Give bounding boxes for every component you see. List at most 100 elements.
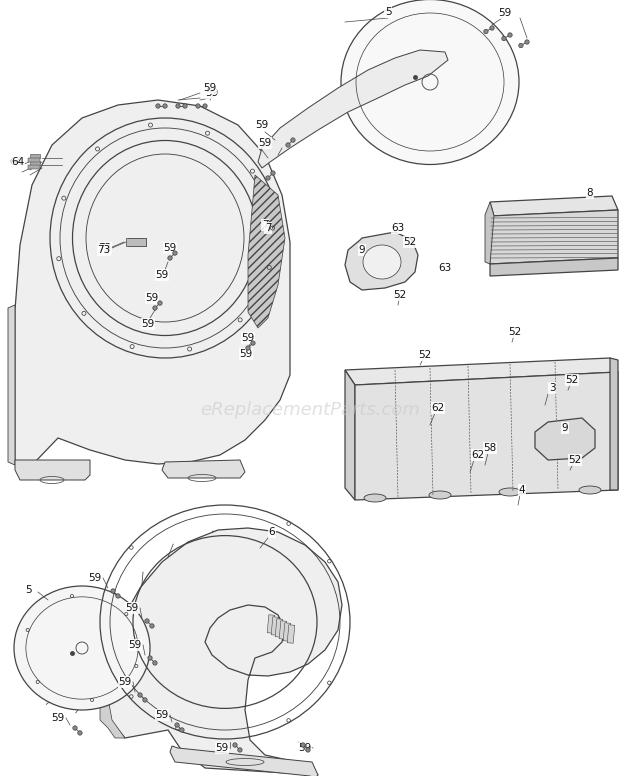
Ellipse shape <box>14 586 150 710</box>
Circle shape <box>232 743 237 747</box>
Text: 62: 62 <box>471 450 485 460</box>
Text: 59: 59 <box>128 640 141 650</box>
Polygon shape <box>108 528 342 775</box>
Text: 59: 59 <box>241 333 255 343</box>
Text: 52: 52 <box>569 455 582 465</box>
Ellipse shape <box>499 488 521 496</box>
Polygon shape <box>170 746 318 776</box>
Polygon shape <box>15 460 90 480</box>
Text: 52: 52 <box>565 375 578 385</box>
Ellipse shape <box>341 0 519 165</box>
Circle shape <box>168 256 172 260</box>
Polygon shape <box>162 460 245 478</box>
Bar <box>283 623 291 641</box>
Text: 73: 73 <box>97 245 110 255</box>
Text: 59: 59 <box>164 243 177 253</box>
Circle shape <box>246 346 250 350</box>
Text: 59: 59 <box>498 8 511 18</box>
Text: 59: 59 <box>298 743 312 753</box>
Text: 59: 59 <box>118 677 131 687</box>
Circle shape <box>111 589 115 593</box>
Circle shape <box>157 301 162 305</box>
Text: 59: 59 <box>239 349 252 359</box>
Circle shape <box>153 660 157 665</box>
Text: 5: 5 <box>25 585 32 595</box>
Polygon shape <box>490 210 618 264</box>
Bar <box>30 154 40 158</box>
Text: 64: 64 <box>9 157 22 167</box>
Text: 63: 63 <box>391 223 405 233</box>
Text: 59: 59 <box>203 83 216 93</box>
Text: 59: 59 <box>205 88 219 98</box>
Text: 7: 7 <box>262 220 268 230</box>
Circle shape <box>183 104 187 108</box>
Polygon shape <box>248 175 285 328</box>
Text: 59: 59 <box>255 120 268 130</box>
Circle shape <box>490 26 494 30</box>
Bar <box>28 165 40 169</box>
Circle shape <box>286 143 290 147</box>
Circle shape <box>148 656 152 660</box>
Text: 9: 9 <box>359 245 365 255</box>
Circle shape <box>271 171 275 175</box>
Text: 59: 59 <box>259 138 272 148</box>
Polygon shape <box>345 358 618 385</box>
Text: 59: 59 <box>89 573 102 583</box>
Bar <box>30 161 40 165</box>
Circle shape <box>306 748 310 752</box>
Text: 7: 7 <box>265 223 272 233</box>
Circle shape <box>143 698 147 702</box>
Circle shape <box>203 104 207 108</box>
Circle shape <box>508 33 512 37</box>
Circle shape <box>519 43 523 47</box>
Circle shape <box>525 40 529 44</box>
Circle shape <box>176 104 180 108</box>
Circle shape <box>484 29 488 33</box>
Circle shape <box>180 728 184 732</box>
Bar <box>267 615 275 633</box>
Circle shape <box>502 36 506 40</box>
Circle shape <box>301 743 305 747</box>
Text: 73: 73 <box>99 243 112 253</box>
Bar <box>271 617 279 636</box>
Polygon shape <box>345 370 355 500</box>
Text: 52: 52 <box>393 290 407 300</box>
Text: 52: 52 <box>404 237 417 247</box>
Text: 62: 62 <box>432 403 445 413</box>
Polygon shape <box>8 305 15 465</box>
Text: 52: 52 <box>418 350 432 360</box>
Ellipse shape <box>363 245 401 279</box>
Polygon shape <box>100 695 125 738</box>
Text: 59: 59 <box>215 743 229 753</box>
Polygon shape <box>345 232 418 290</box>
Circle shape <box>237 748 242 752</box>
Circle shape <box>156 104 160 108</box>
Circle shape <box>291 138 295 142</box>
Circle shape <box>173 251 177 255</box>
Polygon shape <box>355 372 618 500</box>
Circle shape <box>150 624 154 628</box>
Circle shape <box>163 104 167 108</box>
Circle shape <box>196 104 200 108</box>
Polygon shape <box>258 50 448 168</box>
Bar <box>28 158 40 162</box>
Text: 6: 6 <box>268 527 275 537</box>
Circle shape <box>73 726 78 730</box>
Circle shape <box>175 722 179 727</box>
Polygon shape <box>15 100 290 464</box>
Polygon shape <box>610 358 618 490</box>
Bar <box>275 618 283 637</box>
Bar <box>126 238 146 246</box>
Text: 59: 59 <box>141 319 154 329</box>
Circle shape <box>250 341 255 345</box>
Circle shape <box>153 306 157 310</box>
Ellipse shape <box>429 491 451 499</box>
Text: 5: 5 <box>384 7 391 17</box>
Ellipse shape <box>579 486 601 494</box>
Circle shape <box>116 594 120 598</box>
Circle shape <box>266 176 270 180</box>
Text: eReplacementParts.com: eReplacementParts.com <box>200 401 420 419</box>
Text: 8: 8 <box>587 188 593 198</box>
Circle shape <box>78 731 82 735</box>
Text: 9: 9 <box>562 423 569 433</box>
